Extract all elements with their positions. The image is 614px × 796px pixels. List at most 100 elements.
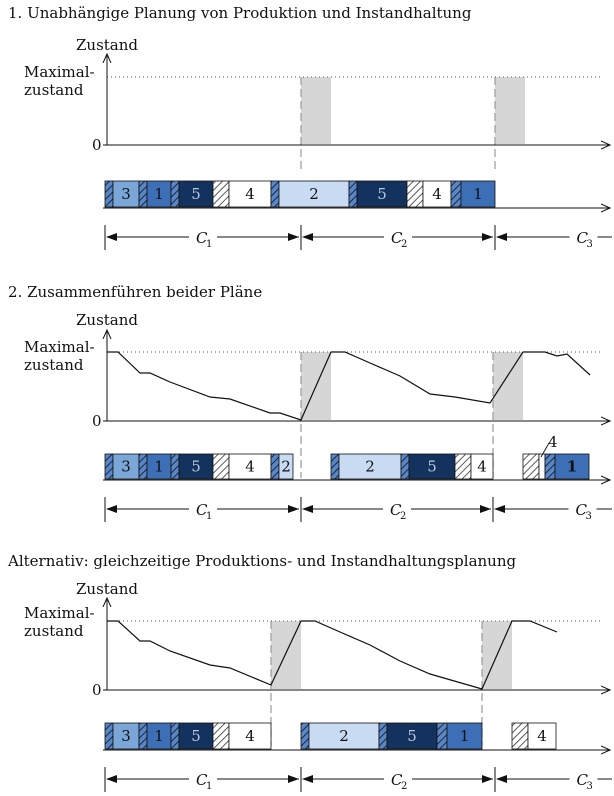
job-block [278,180,350,208]
setup-block [104,722,114,750]
job-label: 2 [309,185,319,203]
cycle-label-sub: 1 [206,239,212,250]
job-block [112,453,140,480]
section-2-callout-line [540,442,550,458]
job-block [554,453,590,480]
section-3-max-label-2: zustand [24,622,84,640]
job-block [228,180,272,208]
setup-block [511,722,529,750]
job-block [386,722,438,750]
job-label: 2 [281,458,291,476]
setup-block [170,180,180,208]
job-label: 1 [154,458,164,476]
section-1-max-label-2: zustand [24,81,84,99]
section-1-y-label: Zustand [76,36,138,54]
setup-block [300,722,310,750]
setup-block [212,453,230,480]
job-label: 2 [365,458,375,476]
section-1-jobs: 3 1 5 4 2 5 4 1 [104,180,496,208]
job-block [308,722,380,750]
cycle-label: C [576,501,588,519]
section-1-cycles: C1 C2 C3 [104,225,612,250]
job-label: 4 [245,727,255,745]
job-label: 1 [154,727,164,745]
section-2-cycles: C1 C2 C3 [104,497,612,522]
job-label: 5 [377,185,387,203]
job-block [146,453,172,480]
job-label: 1 [154,185,164,203]
setup-block [378,722,388,750]
job-block [178,722,214,750]
section-2-state-curve [107,351,591,421]
job-label: 3 [121,727,131,745]
job-block [460,180,496,208]
job-block [112,722,140,750]
job-label: 5 [191,727,201,745]
section-2-max-label-1: Maximal- [24,338,95,356]
section-3-y-label: Zustand [76,580,138,598]
job-block [112,180,140,208]
job-label: 4 [477,458,487,476]
cycle-label-sub: 1 [206,511,212,522]
job-label: 2 [339,727,349,745]
section-2-callout-label: 4 [548,433,558,451]
maintenance-window [493,352,523,420]
cycle-label-sub: 2 [401,781,407,792]
section-3: Alternativ: gleichzeitige Produktions- u… [7,552,612,792]
section-3-cycles: C1 C2 C3 [104,767,612,792]
job-label: 4 [245,185,255,203]
section-2: 2. Zusammenführen beider Pläne Zustand M… [8,283,612,522]
maintenance-window [495,77,525,144]
job-label: 5 [191,185,201,203]
job-block [527,722,557,750]
setup-block [270,180,280,208]
cycle-label-sub: 1 [206,781,212,792]
setup-block [104,180,114,208]
section-2-y-label: Zustand [76,311,138,329]
cycle-label: C [196,229,208,247]
setup-block [522,453,540,480]
job-label: 4 [245,458,255,476]
section-1: 1. Unabhängige Planung von Produktion un… [8,4,612,250]
maintenance-window [301,77,331,144]
section-3-jobs: 3 1 5 4 2 5 1 4 [104,722,557,750]
section-1-zero-label: 0 [92,136,102,154]
job-block [446,722,483,750]
job-block [422,180,452,208]
job-label: 5 [191,458,201,476]
job-block [178,180,214,208]
job-block [356,180,408,208]
job-block [228,722,272,750]
job-label: 1 [460,727,470,745]
job-label: 5 [427,458,437,476]
cycle-label-sub: 2 [401,239,407,250]
section-1-windows [300,77,525,172]
cycle-label-sub: 3 [586,511,592,522]
section-2-jobs: 3 1 5 4 2 2 5 4 1 [104,453,590,480]
setup-block [212,180,230,208]
job-block [278,453,294,480]
setup-block [330,453,340,480]
job-block [470,453,494,480]
job-label: 1 [473,185,483,203]
setup-block [406,180,424,208]
setup-block [436,722,448,750]
setup-block [138,453,148,480]
setup-block [170,722,180,750]
job-label: 1 [567,458,577,476]
cycle-label-sub: 2 [400,511,406,522]
cycle-label-sub: 3 [587,239,593,250]
setup-block [450,180,462,208]
setup-block [400,453,410,480]
section-3-zero-label: 0 [92,681,102,699]
setup-block [270,453,280,480]
section-3-title: Alternativ: gleichzeitige Produktions- u… [7,552,516,570]
cycle-label: C [577,229,589,247]
job-block [178,453,214,480]
job-label: 4 [537,727,547,745]
setup-block [212,722,230,750]
section-3-max-label-1: Maximal- [24,604,95,622]
setup-block [138,180,148,208]
setup-block [104,453,114,480]
cycle-label: C [577,771,589,789]
